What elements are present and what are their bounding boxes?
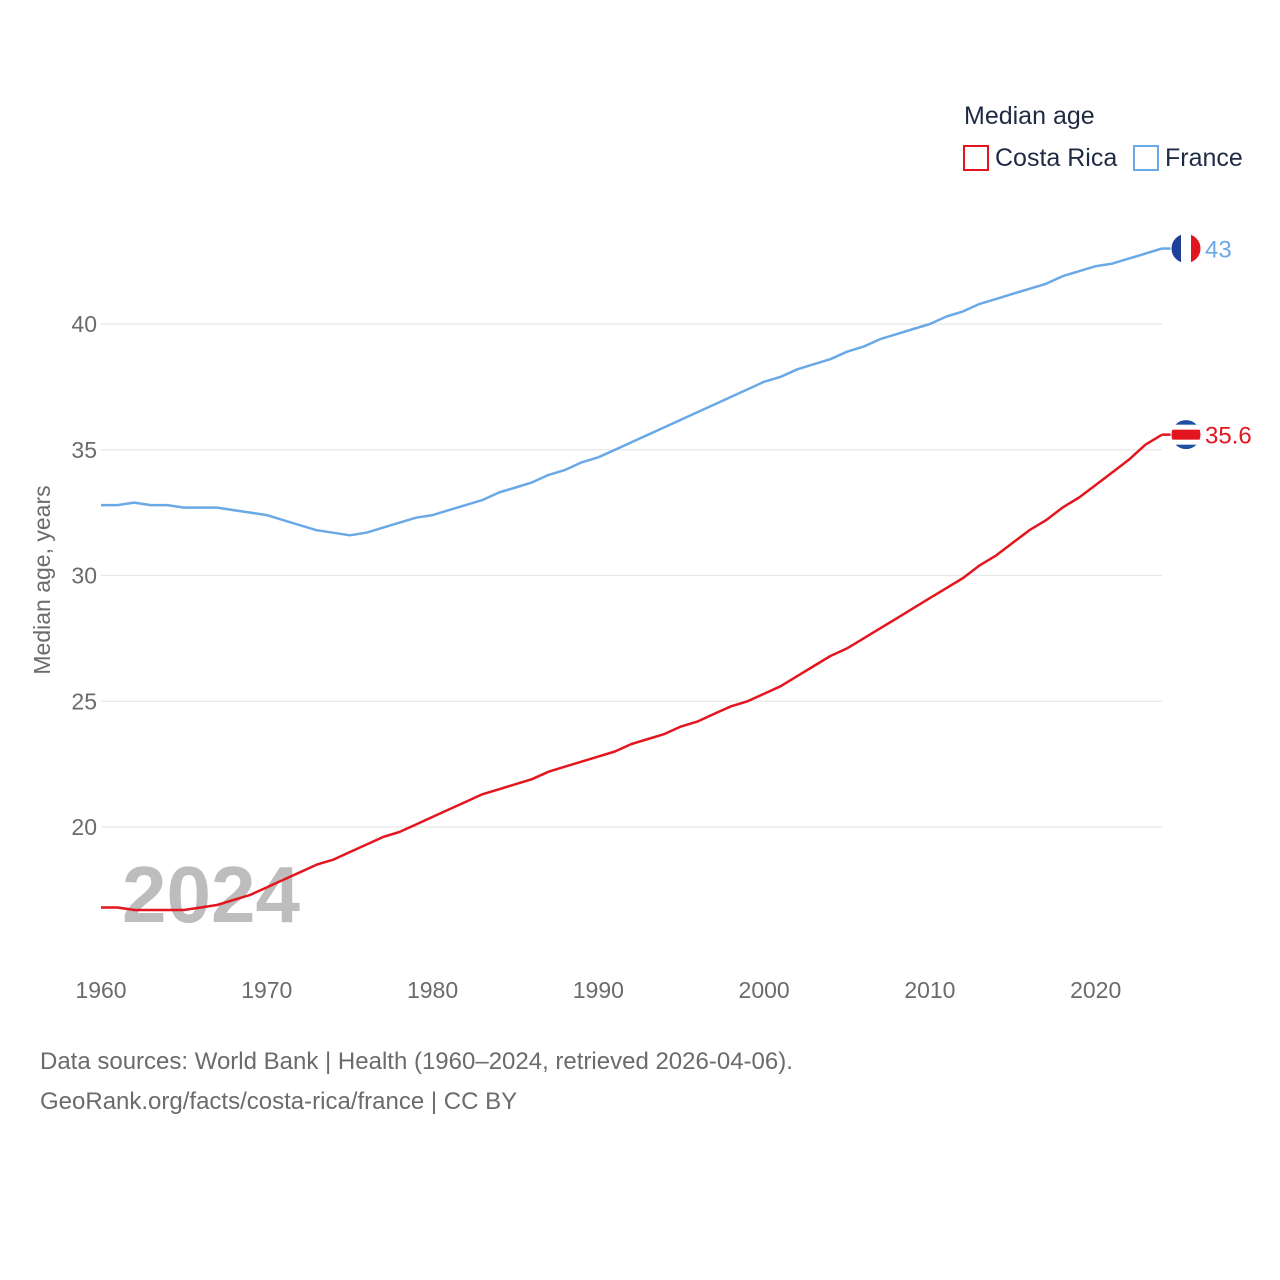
- end-value-label-france: 43: [1205, 237, 1232, 264]
- y-tick-label-35: 35: [71, 437, 97, 463]
- legend: Median age Costa Rica France: [963, 102, 1243, 172]
- y-tick-label-20: 20: [71, 814, 97, 840]
- y-tick-label-25: 25: [71, 688, 97, 714]
- x-tick-label-1980: 1980: [407, 977, 458, 1003]
- legend-label-costa-rica[interactable]: Costa Rica: [995, 144, 1117, 172]
- series-line-costa-rica[interactable]: [101, 433, 1163, 912]
- x-tick-label-2000: 2000: [739, 977, 790, 1003]
- x-tick-label-1990: 1990: [573, 977, 624, 1003]
- legend-swatch-costa-rica[interactable]: [963, 145, 989, 171]
- attribution-link[interactable]: GeoRank.org/facts/costa-rica/france | CC…: [40, 1088, 518, 1115]
- legend-title: Median age: [964, 102, 1095, 130]
- legend-label-france[interactable]: France: [1165, 144, 1243, 172]
- x-tick-label-2020: 2020: [1070, 977, 1121, 1003]
- y-tick-label-40: 40: [71, 311, 97, 337]
- series-lines: [101, 247, 1163, 912]
- costa-rica-flag-icon: [1170, 419, 1202, 451]
- end-value-label-costa-rica: 35.6: [1205, 423, 1252, 450]
- x-tick-label-1960: 1960: [75, 977, 126, 1003]
- series-line-france[interactable]: [101, 247, 1163, 537]
- gridlines: [101, 323, 1162, 828]
- x-tick-label-1970: 1970: [241, 977, 292, 1003]
- y-axis-ticks: 20 25 30 35 40: [71, 311, 97, 840]
- france-flag-icon: [1170, 233, 1202, 265]
- source-line: Data sources: World Bank | Health (1960–…: [40, 1048, 793, 1075]
- footer-sources: Data sources: World Bank | Health (1960–…: [40, 1042, 793, 1122]
- legend-swatch-france[interactable]: [1133, 145, 1159, 171]
- current-year-watermark: 2024: [122, 850, 300, 939]
- x-tick-label-2010: 2010: [904, 977, 955, 1003]
- y-tick-label-30: 30: [71, 563, 97, 589]
- x-axis-ticks: 1960 1970 1980 1990 2000 2010 2020: [75, 977, 1121, 1003]
- series-end-labels: 35.6 43: [1162, 233, 1252, 451]
- y-axis-title: Median age, years: [29, 485, 55, 674]
